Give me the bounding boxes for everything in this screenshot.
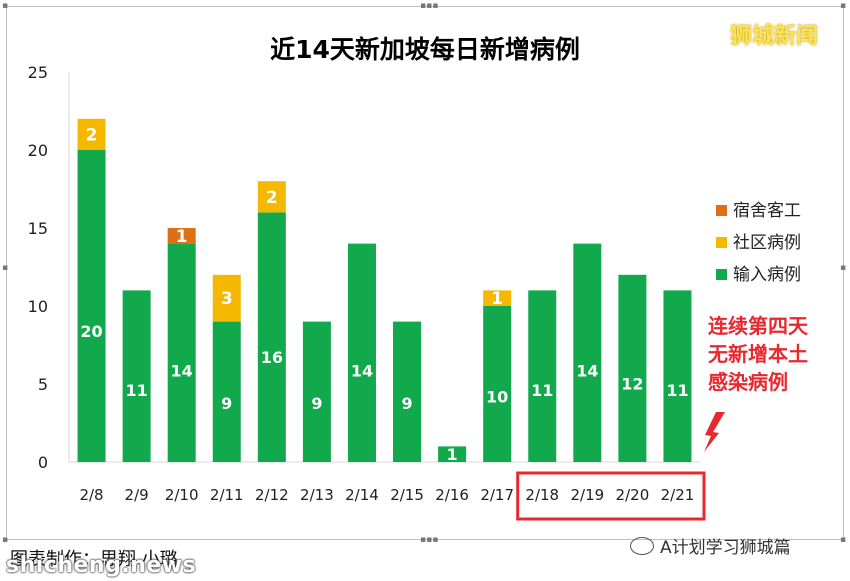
- bar-segment: [212, 274, 241, 322]
- resize-handle-left[interactable]: ▪: [2, 263, 9, 273]
- callout-arrow: [704, 412, 725, 452]
- wechat-account: A计划学习狮城篇: [630, 533, 791, 558]
- y-tick-label: 25: [28, 63, 48, 82]
- highlight-box: [516, 471, 706, 521]
- chart-title: 近14天新加坡每日新增病例: [270, 35, 580, 64]
- x-tick-label: 2/20: [616, 486, 650, 504]
- bar-data-label: 14: [576, 361, 598, 380]
- resize-handle-bottom-left[interactable]: ▪: [2, 535, 9, 545]
- bar-data-label: 9: [221, 394, 232, 413]
- bar-segment: [618, 274, 647, 462]
- bar-segment: [393, 321, 422, 462]
- bar-data-label: 16: [261, 348, 283, 367]
- wechat-icon: [630, 537, 654, 555]
- x-tick-label: 2/12: [255, 486, 289, 504]
- y-tick-label: 5: [38, 375, 48, 394]
- legend-label: 社区病例: [733, 233, 801, 253]
- bar-data-label: 3: [221, 289, 233, 309]
- bar-segment: [77, 150, 106, 462]
- resize-handle-bottom[interactable]: ▪▪▪: [420, 535, 439, 545]
- bar-data-label: 2: [86, 125, 98, 145]
- bar-segment: [483, 290, 512, 306]
- resize-handle-top-right[interactable]: ▪: [840, 1, 847, 11]
- bar-data-label: 1: [176, 227, 188, 247]
- y-tick-label: 20: [28, 141, 48, 160]
- bar-segment: [167, 243, 196, 462]
- x-tick-label: 2/15: [390, 486, 424, 504]
- bar-data-label: 14: [351, 361, 373, 380]
- annotation-text: 连续第四天: [708, 314, 809, 338]
- resize-handle-top-left[interactable]: ▪: [2, 1, 9, 11]
- bar-segment: [663, 290, 692, 462]
- x-tick-label: 2/19: [570, 486, 604, 504]
- x-tick-label: 2/14: [345, 486, 379, 504]
- x-tick-label: 2/9: [125, 486, 149, 504]
- bar-segment: [302, 321, 331, 462]
- x-tick-label: 2/13: [300, 486, 334, 504]
- legend-label: 输入病例: [733, 265, 801, 285]
- bar-data-label: 10: [486, 387, 508, 406]
- stacked-bar-chart: 近14天新加坡每日新增病例05101520252022/8112/91412/1…: [28, 35, 809, 521]
- resize-handle-top[interactable]: ▪▪▪: [420, 1, 439, 11]
- bar-data-label: 11: [125, 381, 147, 400]
- bar-data-label: 1: [491, 289, 503, 309]
- wechat-account-name: A计划学习狮城篇: [660, 538, 791, 558]
- x-tick-label: 2/17: [480, 486, 514, 504]
- bar-segment: [167, 228, 196, 244]
- y-tick-label: 0: [38, 453, 48, 472]
- bar-segment: [528, 290, 557, 462]
- bar-segment: [122, 290, 151, 462]
- bar-segment: [347, 243, 376, 462]
- bar-segment: [77, 118, 106, 150]
- bar-data-label: 2: [266, 188, 278, 208]
- legend-swatch: [716, 269, 727, 280]
- bar-segment: [257, 181, 286, 213]
- y-tick-label: 10: [28, 297, 48, 316]
- bar-segment: [257, 212, 286, 462]
- bar-data-label: 14: [171, 361, 193, 380]
- chart-frame: [6, 6, 844, 540]
- bar-data-label: 9: [401, 394, 412, 413]
- bar-segment: [573, 243, 602, 462]
- annotation-text: 无新增本土: [708, 342, 808, 366]
- x-tick-label: 2/8: [79, 486, 103, 504]
- annotation-text: 感染病例: [708, 370, 788, 394]
- x-tick-label: 2/16: [435, 486, 469, 504]
- bar-data-label: 12: [621, 374, 643, 393]
- bar-data-label: 11: [666, 381, 688, 400]
- resize-handle-bottom-right[interactable]: ▪: [840, 535, 847, 545]
- legend-swatch: [716, 237, 727, 248]
- bar-segment: [438, 446, 467, 462]
- bar-data-label: 20: [80, 322, 102, 341]
- bar-segment: [483, 306, 512, 462]
- site-watermark: shicheng.news: [6, 553, 197, 578]
- chart-credit: 图表制作：思翔 小璐: [10, 549, 178, 570]
- x-tick-label: 2/10: [165, 486, 199, 504]
- bar-data-label: 1: [447, 445, 458, 464]
- bar-data-label: 11: [531, 381, 553, 400]
- bar-segment: [212, 321, 241, 462]
- x-tick-label: 2/18: [525, 486, 559, 504]
- legend-label: 宿舍客工: [733, 201, 801, 221]
- bar-data-label: 9: [311, 394, 322, 413]
- resize-handle-right[interactable]: ▪: [840, 263, 847, 273]
- x-tick-label: 2/11: [210, 486, 244, 504]
- legend-swatch: [716, 205, 727, 216]
- watermark-logo: 狮城新闻: [730, 24, 819, 49]
- y-tick-label: 15: [28, 219, 48, 238]
- x-tick-label: 2/21: [661, 486, 695, 504]
